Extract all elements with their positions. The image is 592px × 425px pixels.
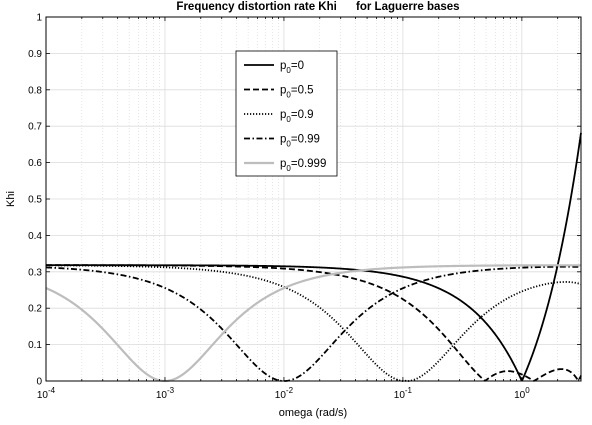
x-tick-label: 10-4: [37, 386, 56, 401]
chart-title: Frequency distortion rate Khi for Laguer…: [176, 1, 459, 13]
x-axis-label: omega (rad/s): [279, 407, 347, 419]
y-tick-label: 0.9: [28, 49, 42, 60]
y-tick-label: 0.6: [28, 158, 42, 169]
chart-title-main: Frequency distortion rate Khi: [176, 1, 336, 13]
series-line-4: [45, 264, 582, 383]
series-line-3: [45, 265, 582, 382]
legend-label-3: p0=0.99: [280, 134, 320, 149]
y-tick-label: 0.8: [28, 85, 42, 96]
y-tick-label: 0.7: [28, 122, 42, 133]
x-tick-label: 10-2: [275, 386, 294, 401]
y-tick-label: 0.3: [28, 267, 42, 278]
chart-title-tail: for Laguerre bases: [356, 1, 460, 13]
y-axis-label: Khi: [5, 191, 17, 207]
y-tick-label: 0.1: [28, 340, 42, 351]
legend-label-0: p0=0: [280, 60, 304, 75]
series-line-0: [45, 132, 582, 382]
legend-box: [235, 50, 338, 177]
ticks: 0 0.1 0.2 0.3 0.4 0.5 0.6 0.7 0.8 0.9 1 10-4 10-3 10-…: [28, 13, 581, 401]
y-tick-label: 0: [36, 377, 42, 388]
series-group: [45, 132, 582, 383]
y-tick-label: 0.5: [28, 195, 42, 206]
y-tick-label: 0.2: [28, 304, 42, 315]
x-tick-label: 10-1: [394, 386, 413, 401]
y-tick-label: 1: [36, 13, 42, 24]
series-line-2: [45, 264, 582, 382]
legend-label-4: p0=0.999: [280, 158, 326, 173]
y-tick-label: 0.4: [28, 231, 42, 242]
x-tick-label: 10-3: [156, 386, 175, 401]
series-line-1: [45, 264, 582, 382]
x-tick-label: 100: [514, 386, 530, 401]
legend-label-1: p0=0.5: [280, 85, 314, 100]
legend: p0=0 p0=0.5 p0=0.9 p0=0.99 p0=0.999: [235, 50, 338, 177]
legend-label-2: p0=0.9: [280, 109, 314, 124]
